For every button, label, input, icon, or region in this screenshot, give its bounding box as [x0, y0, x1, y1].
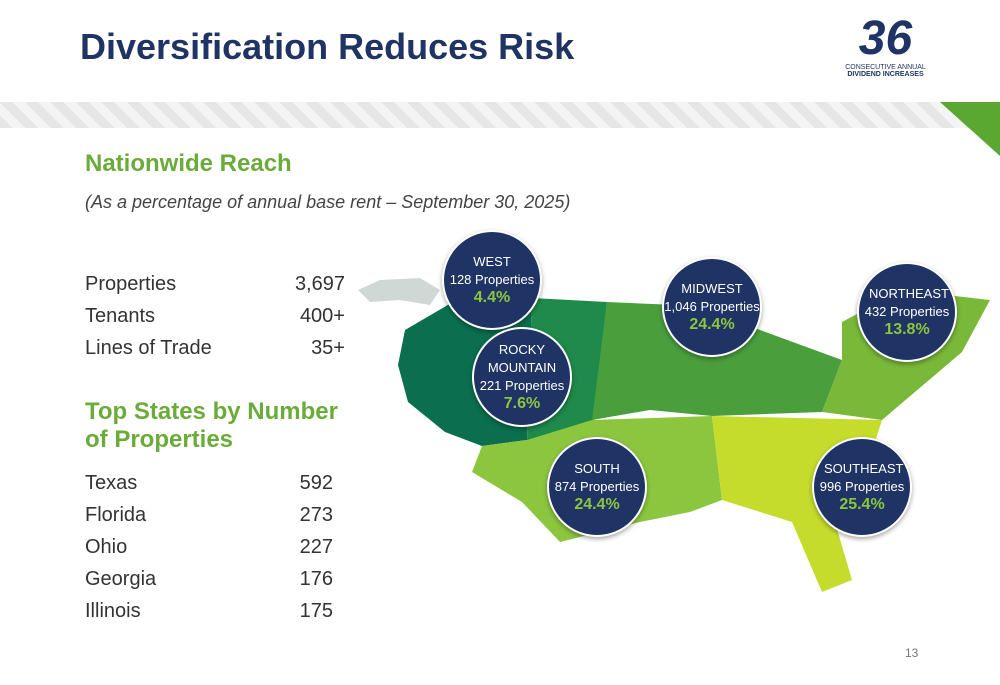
region-properties: 221 Properties — [479, 378, 565, 393]
stat-label: Properties — [85, 273, 177, 295]
region-name: ROCKY MOUNTAIN — [487, 342, 557, 375]
page-number: 13 — [905, 646, 919, 660]
section-title: Nationwide Reach — [85, 150, 292, 177]
region-percent: 7.6% — [503, 395, 541, 412]
state-name: Ohio — [85, 536, 128, 558]
state-count: 273 — [299, 504, 333, 526]
region-properties: 1,046 Properties — [664, 299, 760, 314]
corner-triangle — [940, 102, 1000, 156]
region-percent: 25.4% — [839, 496, 885, 513]
stat-row: Lines of Trade 35+ — [85, 337, 345, 360]
region-bubble: MIDWEST 1,046 Properties 24.4% — [662, 257, 762, 357]
stat-value: 3,697 — [294, 273, 345, 295]
state-count: 175 — [299, 600, 333, 622]
subtitle: (As a percentage of annual base rent – S… — [85, 192, 571, 212]
region-percent: 4.4% — [473, 289, 511, 306]
state-row: Florida 273 — [85, 504, 333, 527]
stat-label: Lines of Trade — [85, 337, 212, 359]
title: Diversification Reduces Risk — [80, 26, 575, 67]
region-name: WEST — [473, 254, 511, 269]
decor-band — [0, 102, 1000, 128]
region-bubble: SOUTH 874 Properties 24.4% — [547, 437, 647, 537]
region-percent: 13.8% — [884, 321, 930, 338]
state-name: Georgia — [85, 568, 157, 590]
region-properties: 432 Properties — [864, 304, 950, 319]
logo: 36 CONSECUTIVE ANNUAL DIVIDEND INCREASES — [838, 12, 933, 79]
state-row: Texas 592 — [85, 472, 333, 495]
region-percent: 24.4% — [689, 316, 735, 333]
state-row: Georgia 176 — [85, 568, 333, 591]
region-properties: 128 Properties — [449, 272, 535, 287]
state-name: Florida — [85, 504, 147, 526]
state-name: Illinois — [85, 600, 141, 622]
region-bubble: SOUTHEAST 996 Properties 25.4% — [812, 437, 912, 537]
region-percent: 24.4% — [574, 496, 620, 513]
region-bubble: WEST 128 Properties 4.4% — [442, 230, 542, 330]
region-name: SOUTH — [574, 461, 620, 476]
stat-label: Tenants — [85, 305, 156, 327]
region-name: SOUTHEAST — [824, 461, 904, 476]
region-bubble: ROCKY MOUNTAIN 221 Properties 7.6% — [472, 327, 572, 427]
logo-line: CONSECUTIVE ANNUAL — [845, 64, 926, 71]
stat-value: 35+ — [311, 337, 345, 359]
logo-line: DIVIDEND INCREASES — [847, 71, 924, 78]
state-count: 176 — [299, 568, 333, 590]
region-name: MIDWEST — [681, 281, 743, 296]
top-states-title: Top States by Number of Properties — [85, 398, 338, 453]
state-row: Ohio 227 — [85, 536, 333, 559]
state-count: 592 — [299, 472, 333, 494]
state-row: Illinois 175 — [85, 600, 333, 623]
stat-value: 400+ — [299, 305, 345, 327]
logo-number: 36 — [858, 12, 913, 65]
region-properties: 874 Properties — [554, 479, 640, 494]
state-count: 227 — [299, 536, 333, 558]
region-bubble: NORTHEAST 432 Properties 13.8% — [857, 262, 957, 362]
stat-row: Tenants 400+ — [85, 305, 345, 328]
state-name: Texas — [85, 472, 138, 494]
region-properties: 996 Properties — [819, 479, 905, 494]
region-name: NORTHEAST — [869, 286, 949, 301]
stat-row: Properties 3,697 — [85, 273, 345, 296]
